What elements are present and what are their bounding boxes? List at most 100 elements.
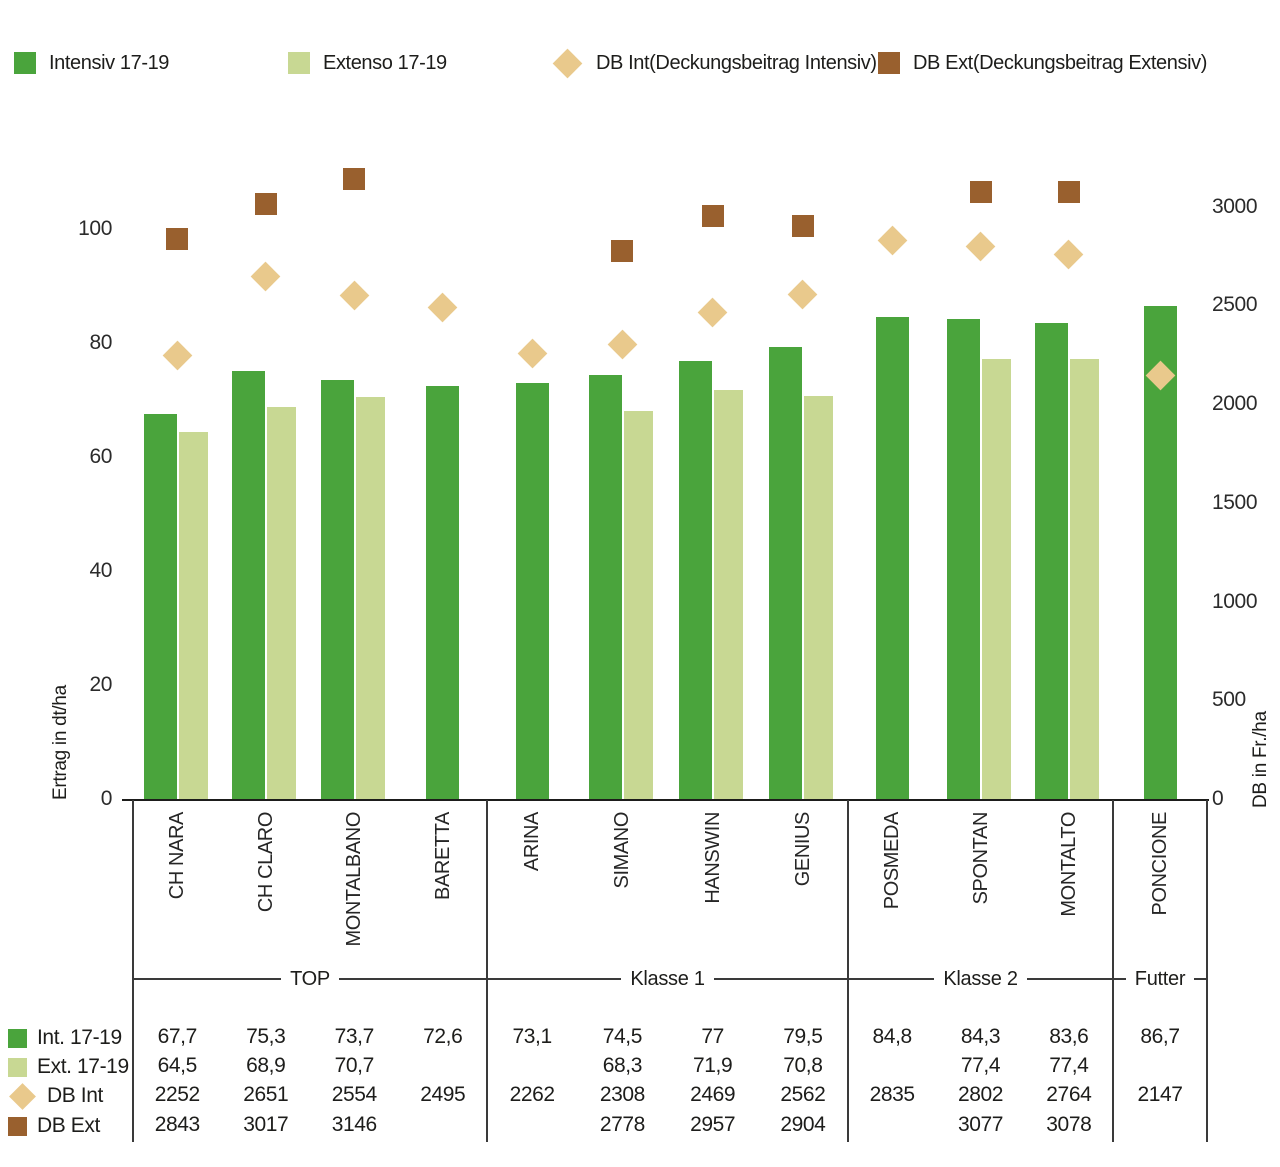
- right-axis-tick-label: 3000: [1212, 194, 1258, 218]
- category-label: PONCIONE: [1149, 812, 1171, 916]
- group-separator-line: [132, 800, 134, 1142]
- left-axis-tick-label: 40: [89, 559, 112, 582]
- db-ext-square-marker: [1057, 181, 1080, 204]
- db-int-diamond-icon: [9, 1082, 36, 1110]
- table-cell-value: 73,1: [512, 1025, 552, 1048]
- legend-label: DB Int(Deckungsbeitrag Intensiv): [596, 51, 877, 74]
- table-cell-value: 2554: [331, 1083, 378, 1106]
- square-db-ext-icon: [8, 1116, 27, 1136]
- right-axis-tick-label: 1500: [1212, 490, 1258, 514]
- group-label: Futter: [1134, 967, 1186, 990]
- category-label: CH NARA: [166, 812, 189, 900]
- right-axis-tick-label: 2000: [1212, 392, 1258, 415]
- table-cell-value: 70,8: [783, 1054, 823, 1077]
- bar-intensiv: [426, 386, 460, 800]
- table-row-label-text: Int. 17-19: [37, 1026, 122, 1049]
- table-row-label-text: DB Ext: [37, 1114, 100, 1137]
- table-cell-value: 77,4: [960, 1054, 1001, 1077]
- category-group-label-row: Klasse 1: [487, 967, 848, 991]
- table-cell-value: 70,7: [334, 1054, 375, 1077]
- category-label: POSMEDA: [881, 812, 904, 910]
- group-label: TOP: [290, 967, 330, 990]
- intensiv-square-icon: [14, 52, 36, 74]
- left-axis-tick-label: 0: [100, 787, 113, 810]
- table-cell-value: 84,3: [960, 1025, 1001, 1048]
- legend-label: Intensiv 17-19: [49, 51, 170, 74]
- table-cell-value: 83,6: [1049, 1025, 1089, 1048]
- bar-intensiv: [515, 383, 549, 800]
- table-cell-value: 74,5: [602, 1025, 643, 1048]
- right-axis-title: DB in Fr./ha: [1250, 711, 1271, 808]
- table-cell-value: 2764: [1046, 1083, 1092, 1106]
- category-label: MONTALTO: [1057, 812, 1080, 917]
- group-separator-line: [486, 800, 488, 1142]
- db-int-diamond-marker: [427, 292, 458, 323]
- left-axis-tick-label: 20: [89, 673, 112, 696]
- group-label: Klasse 2: [943, 967, 1018, 990]
- table-cell-value: 2904: [780, 1113, 826, 1136]
- bar-extenso: [355, 397, 385, 800]
- table-cell-value: 2495: [420, 1083, 466, 1106]
- table-row-label: Int. 17-19: [8, 1024, 122, 1052]
- bar-intensiv: [232, 370, 266, 800]
- category-label: MONTALBANO: [343, 812, 366, 947]
- x-axis-line: [122, 799, 1209, 801]
- bar-extenso: [623, 410, 653, 800]
- table-cell-value: 84,8: [872, 1025, 913, 1048]
- right-axis-tick-label: 500: [1212, 688, 1246, 712]
- table-cell-value: 77,4: [1049, 1054, 1089, 1077]
- db-int-diamond-marker: [162, 340, 193, 371]
- db-int-diamond-marker: [339, 280, 370, 311]
- group-separator-line: [1112, 800, 1114, 1142]
- left-axis-title: Ertrag in dt/ha: [50, 685, 71, 800]
- group-separator-line: [847, 800, 849, 1142]
- category-label: CH CLARO: [254, 812, 277, 913]
- table-cell-value: 2308: [599, 1083, 646, 1106]
- legend-item-intensiv: Intensiv 17-19: [14, 48, 169, 78]
- bar-intensiv: [769, 346, 803, 800]
- right-axis-tick-label: 2500: [1212, 293, 1258, 317]
- db-ext-square-marker: [343, 167, 366, 190]
- table-cell-value: 71,9: [692, 1054, 733, 1077]
- bar-intensiv: [947, 319, 980, 800]
- legend-item-db-ext: DB Ext(Deckungsbeitrag Extensiv): [878, 48, 1207, 78]
- table-cell-value: 2802: [957, 1083, 1004, 1106]
- bar-extenso: [714, 390, 744, 800]
- group-label-line: [848, 978, 935, 980]
- bar-intensiv: [1035, 323, 1069, 800]
- bar-extenso: [178, 432, 208, 800]
- square-intensiv-icon: [8, 1028, 27, 1048]
- db-ext-square-icon: [878, 52, 900, 74]
- category-group-label-row: Futter: [1113, 967, 1207, 991]
- db-ext-square-marker: [791, 215, 814, 238]
- bar-extenso: [267, 407, 297, 800]
- category-label: BARETTA: [431, 812, 454, 900]
- table-cell-value: 3078: [1046, 1113, 1092, 1136]
- legend-item-db-int: DB Int(Deckungsbeitrag Intensiv): [552, 48, 877, 78]
- db-ext-square-marker: [254, 193, 277, 216]
- table-cell-value: 2843: [154, 1113, 201, 1136]
- db-int-diamond-marker: [250, 261, 281, 292]
- table-cell-value: 3077: [957, 1113, 1004, 1136]
- bar-intensiv: [875, 316, 909, 800]
- square-extenso-icon: [8, 1057, 27, 1077]
- table-cell-value: 86,7: [1140, 1025, 1180, 1048]
- left-axis-tick-label: 100: [78, 217, 112, 240]
- category-group-label-row: TOP: [133, 967, 488, 991]
- db-ext-square-marker: [166, 227, 189, 250]
- table-cell-value: 79,5: [783, 1025, 823, 1048]
- bar-intensiv: [143, 414, 177, 800]
- table-cell-value: 2778: [599, 1113, 646, 1136]
- legend-label: DB Ext(Deckungsbeitrag Extensiv): [913, 51, 1207, 74]
- category-label: GENIUS: [791, 812, 814, 887]
- group-label-line: [1194, 978, 1207, 980]
- table-row-label-text: DB Int: [47, 1084, 103, 1107]
- bar-intensiv: [679, 361, 713, 800]
- bar-extenso: [1070, 358, 1100, 800]
- left-axis-tick-label: 60: [89, 445, 112, 468]
- db-int-diamond-marker: [697, 297, 728, 328]
- table-cell-value: 72,6: [423, 1025, 463, 1048]
- db-int-diamond-marker: [965, 231, 996, 262]
- table-cell-value: 2835: [869, 1083, 916, 1106]
- table-cell-value: 64,5: [157, 1054, 198, 1077]
